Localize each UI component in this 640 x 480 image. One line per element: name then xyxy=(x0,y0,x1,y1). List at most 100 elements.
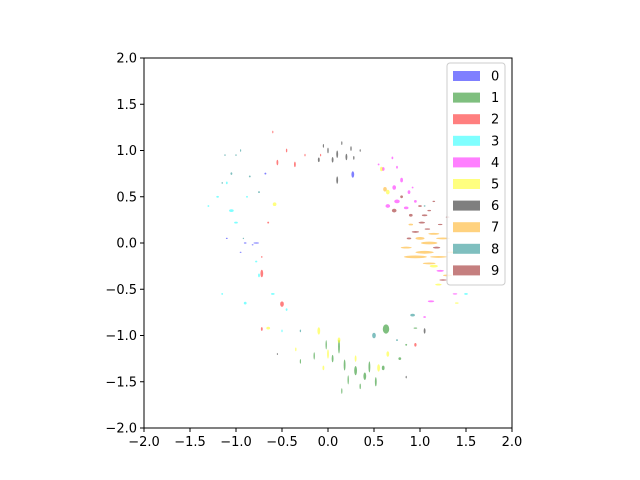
x-tick-label: −1.0 xyxy=(220,435,252,450)
legend-label-8: 8 xyxy=(491,242,499,257)
series-1-point-14 xyxy=(313,352,315,360)
series-6-point-11 xyxy=(359,149,361,152)
legend-label-7: 7 xyxy=(491,221,499,236)
y-tick-label: 2.0 xyxy=(116,52,137,67)
legend: 0 1 2 3 4 5 6 7 8 9 xyxy=(446,62,506,286)
x-tick-label: −0.5 xyxy=(266,435,298,450)
legend-swatch-4 xyxy=(453,157,480,168)
series-2-point-5 xyxy=(285,148,288,153)
series-9-point-11 xyxy=(432,246,441,249)
series-5-point-0 xyxy=(272,202,277,207)
legend-label-3: 3 xyxy=(491,134,499,149)
x-tick-label: 2.0 xyxy=(502,435,523,450)
series-9-point-2 xyxy=(418,221,426,224)
series-2-point-9 xyxy=(320,153,322,157)
series-7-point-5 xyxy=(422,262,436,265)
y-tick-label: −1.0 xyxy=(105,329,137,344)
series-0-point-5 xyxy=(239,251,242,253)
series-6-point-7 xyxy=(336,176,339,184)
series-4-point-2 xyxy=(392,185,397,190)
series-6-point-12 xyxy=(405,375,407,379)
legend-swatch-1 xyxy=(453,92,480,103)
series-4-point-14 xyxy=(411,186,414,189)
series-9-point-9 xyxy=(424,228,431,230)
series-1-point-7 xyxy=(325,340,327,350)
x-tick-label: 1.5 xyxy=(456,435,477,450)
legend-swatch-9 xyxy=(453,265,480,276)
series-1-point-3 xyxy=(354,365,357,376)
series-7-point-7 xyxy=(400,246,412,249)
series-2-point-1 xyxy=(280,301,284,307)
legend-label-1: 1 xyxy=(491,91,499,106)
series-7-point-8 xyxy=(415,237,425,240)
series-0-point-4 xyxy=(264,172,267,175)
series-6-point-2 xyxy=(331,157,334,163)
y-tick-label: −2.0 xyxy=(105,422,137,437)
series-5-point-12 xyxy=(354,355,357,362)
series-3-point-7 xyxy=(285,308,288,311)
series-1-point-16 xyxy=(299,359,301,364)
series-4-point-5 xyxy=(407,190,411,194)
series-8-point-3 xyxy=(410,313,415,317)
series-0-point-1 xyxy=(253,242,259,244)
series-4-point-6 xyxy=(414,200,417,203)
series-3-point-3 xyxy=(207,205,210,207)
legend-swatch-8 xyxy=(453,243,480,254)
series-2-point-7 xyxy=(414,342,417,347)
series-2-point-10 xyxy=(272,130,274,134)
x-tick-label: 0.0 xyxy=(318,435,339,450)
series-5-point-11 xyxy=(322,365,325,371)
series-1-point-17 xyxy=(341,388,343,394)
series-2-point-4 xyxy=(293,161,296,168)
series-8-point-0 xyxy=(230,172,233,175)
series-8-point-10 xyxy=(396,339,398,342)
series-7-point-2 xyxy=(420,241,438,245)
series-1-point-12 xyxy=(331,354,334,363)
series-3-point-9 xyxy=(464,292,468,295)
series-1-point-4 xyxy=(363,372,367,380)
series-9-point-12 xyxy=(437,223,443,226)
series-3-point-8 xyxy=(246,195,248,198)
series-5-point-7 xyxy=(380,166,383,172)
series-4-point-8 xyxy=(436,269,444,272)
series-2-point-3 xyxy=(276,159,279,166)
series-5-point-9 xyxy=(429,264,438,268)
legend-swatch-7 xyxy=(453,222,480,233)
y-tick-label: 0.5 xyxy=(116,190,137,205)
legend-label-4: 4 xyxy=(491,156,499,171)
series-1-point-6 xyxy=(347,375,349,385)
series-6-point-13 xyxy=(276,353,278,355)
series-4-point-7 xyxy=(427,300,435,303)
series-3-point-12 xyxy=(221,292,224,295)
legend-swatch-5 xyxy=(453,179,480,189)
series-5-point-8 xyxy=(385,189,390,195)
legend-label-0: 0 xyxy=(491,70,499,85)
series-4-point-0 xyxy=(394,199,400,204)
series-6-point-10 xyxy=(341,141,343,145)
x-tick-label: −1.5 xyxy=(174,435,206,450)
series-9-point-5 xyxy=(427,209,432,212)
series-8-point-12 xyxy=(423,205,426,207)
series-5-point-5 xyxy=(377,364,380,372)
series-5-point-14 xyxy=(454,302,459,304)
series-9-point-1 xyxy=(408,213,413,217)
x-axis: −2.0 −1.5 −1.0 −0.5 0.0 0.5 1.0 1.5 2.0 xyxy=(128,428,522,450)
series-0-point-0 xyxy=(351,171,355,178)
legend-swatch-2 xyxy=(453,114,480,125)
series-9-point-4 xyxy=(411,230,420,233)
series-5-point-1 xyxy=(317,327,321,335)
series-7-point-6 xyxy=(430,255,447,258)
legend-swatch-0 xyxy=(453,71,480,81)
x-tick-label: 1.0 xyxy=(410,435,431,450)
series-4-point-4 xyxy=(400,177,403,183)
series-3-point-1 xyxy=(216,195,219,198)
series-6-point-8 xyxy=(423,328,426,334)
series-6-point-1 xyxy=(345,153,348,161)
series-1-point-13 xyxy=(374,377,377,387)
series-8-point-11 xyxy=(242,237,245,240)
series-1-point-15 xyxy=(359,383,361,390)
series-8-point-5 xyxy=(235,154,237,157)
series-5-point-4 xyxy=(266,326,271,330)
series-0-point-3 xyxy=(251,244,254,246)
